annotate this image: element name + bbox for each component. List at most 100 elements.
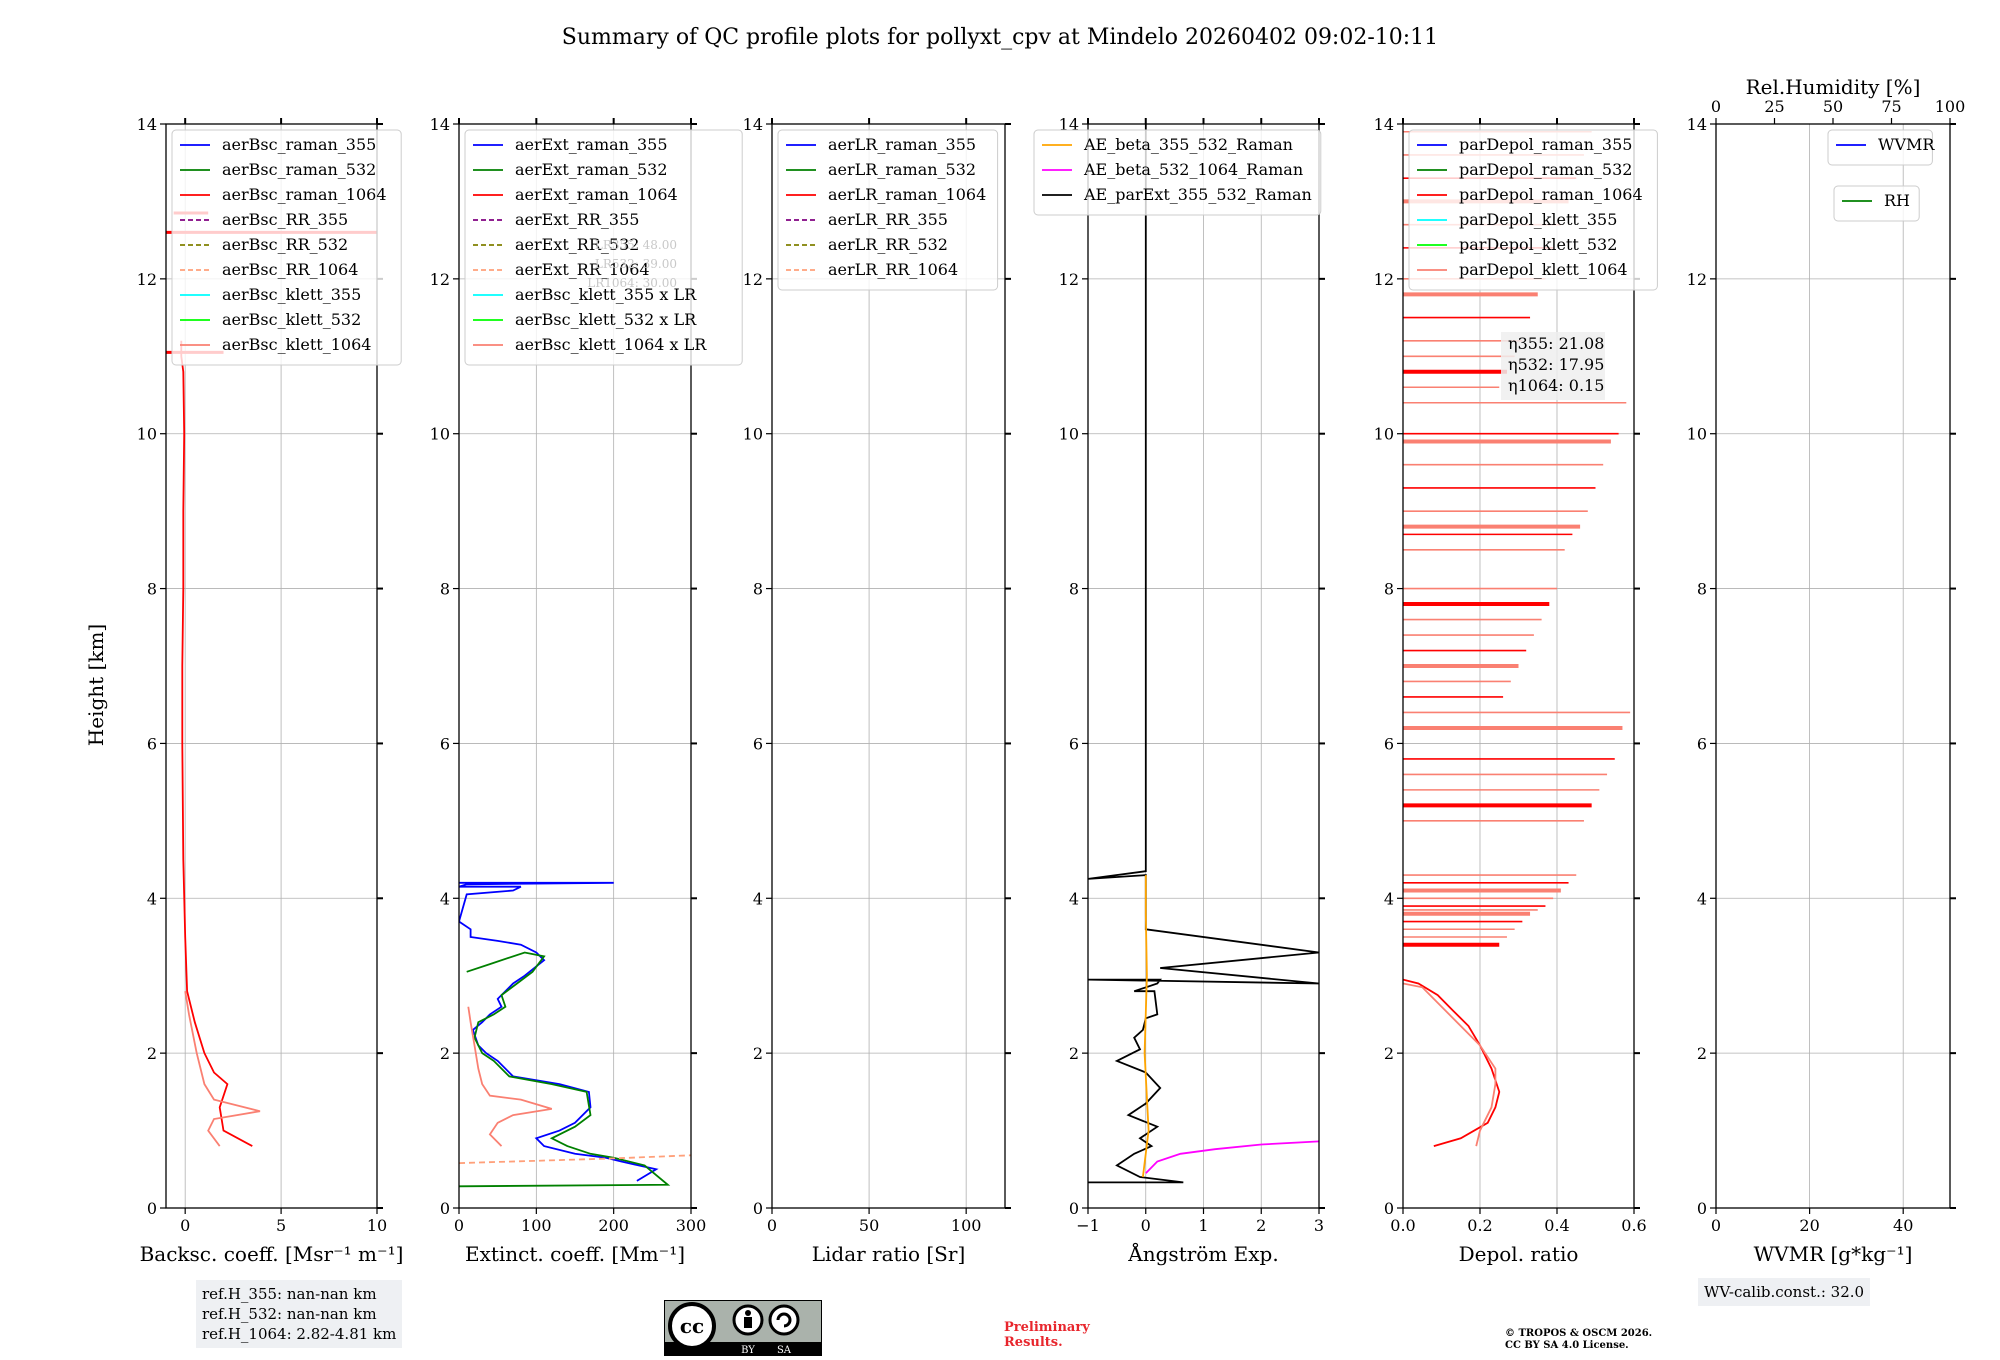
x-tick-label: 200 (598, 1216, 629, 1235)
reference-height-box: ref.H_355: nan-nan km ref.H_532: nan-nan… (196, 1280, 403, 1348)
y-tick-label: 12 (1059, 270, 1079, 289)
cc-by-text: BY (741, 1345, 755, 1356)
legend-rh: RH (1833, 185, 1920, 222)
eta-note: η532: 17.95 (1508, 355, 1604, 374)
y-tick-label: 14 (1374, 115, 1394, 134)
series-line-aerbsc-raman-1064 (180, 340, 253, 1147)
x-tick-label: 300 (676, 1216, 707, 1235)
figure-title: Summary of QC profile plots for pollyxt_… (562, 25, 1438, 50)
x-tick-label: 100 (521, 1216, 552, 1235)
axes-frame-dep (1402, 123, 1635, 1209)
refh-355: ref.H_355: nan-nan km (202, 1285, 377, 1303)
y-tick-label: 8 (1697, 580, 1707, 599)
legend-wv: WVMR (1827, 129, 1935, 166)
y-tick-label: 4 (440, 889, 450, 908)
series-ae (1088, 124, 1319, 1184)
wv-calib-constant: WV-calib.const.: 32.0 (1704, 1283, 1865, 1301)
y-tick-label: 12 (1374, 270, 1394, 289)
legend-label: aerExt_raman_355 (515, 135, 668, 154)
legend-label: aerLR_RR_355 (828, 210, 948, 229)
y-tick-label: 14 (743, 115, 763, 134)
cc-license-badge: cc BY SA (664, 1300, 822, 1356)
legend-label: aerLR_RR_1064 (828, 260, 958, 279)
x-ticks-ae: −1 0 1 2 3 (1076, 118, 1324, 1235)
y-ticks-lr: 0 2 4 6 8 10 12 14 (743, 115, 1011, 1218)
legend-label: aerExt_RR_355 (515, 210, 639, 229)
series-line-aerext-rr-1064 (459, 1154, 691, 1164)
legend-box (171, 129, 402, 366)
y-axis-label: Height [km] (84, 624, 108, 746)
legend-label: aerBsc_klett_355 (222, 285, 361, 304)
legend-label: aerBsc_raman_355 (222, 135, 376, 154)
y-tick-label: 14 (1687, 115, 1707, 134)
y-tick-label: 2 (147, 1044, 157, 1063)
legend-box (464, 129, 743, 366)
x-axis-label-ext: Extinct. coeff. [Mm⁻¹] (465, 1242, 685, 1266)
series-line-aerext-raman-355 (459, 881, 659, 1182)
legend-box (1033, 129, 1322, 216)
y-tick-label: 0 (1069, 1199, 1079, 1218)
y-tick-label: 0 (147, 1199, 157, 1218)
legend-bsc: aerBsc_raman_355 aerBsc_raman_532 aerBsc_r… (171, 129, 402, 366)
axes-frame-wv (1715, 123, 1951, 1209)
legend-box (1408, 129, 1658, 291)
axes-frame-bsc (165, 123, 378, 1209)
y-tick-label: 12 (430, 270, 450, 289)
y-ticks-ext: 0 2 4 6 8 10 12 14 (430, 115, 697, 1218)
x-tick-label: 40 (1893, 1216, 1913, 1235)
y-ticks-ae: 0 2 4 6 8 10 12 14 (1059, 115, 1325, 1218)
legend-ext: aerExt_raman_355 aerExt_raman_532 aerExt_r… (464, 129, 743, 366)
panel-lr: 0 2 4 6 8 10 12 14 0 50 100 Lidar ratio [Sr] aerLR_r… (743, 115, 1011, 1266)
y-tick-label: 10 (430, 425, 450, 444)
x-tick-label: 50 (859, 1216, 879, 1235)
y-tick-label: 6 (753, 734, 763, 753)
rh-tick-label: 75 (1881, 97, 1901, 116)
rh-tick-label: 0 (1711, 97, 1721, 116)
legend-label: parDepol_raman_532 (1459, 160, 1632, 179)
cc-icon (668, 1302, 716, 1350)
y-tick-label: 2 (1384, 1044, 1394, 1063)
y-tick-label: 14 (1059, 115, 1079, 134)
x-ticks-wv: 0 20 40 (1711, 1208, 1913, 1235)
y-tick-label: 2 (440, 1044, 450, 1063)
x-tick-label: 0 (1141, 1216, 1151, 1235)
y-tick-label: 4 (753, 889, 763, 908)
x-ticks-ext: 0 100 200 300 (454, 118, 706, 1235)
x-axis-label-lr: Lidar ratio [Sr] (812, 1242, 966, 1266)
y-tick-label: 4 (1069, 889, 1079, 908)
y-tick-label: 4 (147, 889, 157, 908)
legend-label: WVMR (1878, 135, 1935, 154)
y-tick-label: 8 (440, 580, 450, 599)
legend-label: RH (1884, 191, 1910, 210)
y-tick-label: 0 (440, 1199, 450, 1218)
legend-lr: aerLR_raman_355 aerLR_raman_532 aerLR_rama… (777, 129, 999, 291)
cc-text: cc (680, 1314, 704, 1338)
panel-bsc: 0 2 4 6 8 10 12 14 0 5 10 Backsc. coeff. [Msr⁻¹ m⁻¹… (137, 115, 404, 1266)
eta-note: η355: 21.08 (1508, 334, 1604, 353)
rh-tick-label: 100 (1935, 97, 1966, 116)
y-tick-label: 4 (1384, 889, 1394, 908)
y-tick-label: 14 (430, 115, 450, 134)
series-line-pardepol-klett-1064 (1403, 982, 1497, 1147)
y-tick-label: 8 (753, 580, 763, 599)
y-tick-label: 6 (1384, 734, 1394, 753)
series-line-aerext-raman-532 (459, 951, 671, 1188)
refh-1064: ref.H_1064: 2.82-4.81 km (202, 1325, 397, 1343)
legend-label: AE_parExt_355_532_Raman (1083, 185, 1312, 204)
y-tick-label: 6 (1069, 734, 1079, 753)
series-line-ae-beta-532-1064-raman (1145, 1140, 1319, 1174)
eta-notes: η355: 21.08 η532: 17.95 η1064: 0.15 (1501, 332, 1605, 400)
legend-label: aerBsc_raman_1064 (222, 185, 387, 204)
axes-frame-lr (771, 123, 1006, 1209)
x-ticks-bsc: 0 5 10 (180, 118, 387, 1235)
series-dep (1403, 130, 1631, 1147)
x-tick-label: 2 (1256, 1216, 1266, 1235)
legend-label: aerBsc_RR_355 (222, 210, 348, 229)
legend-label: aerLR_raman_1064 (828, 185, 986, 204)
x-tick-label: 0 (180, 1216, 190, 1235)
gridlines-ae (1087, 124, 1320, 1208)
legend-label: parDepol_klett_532 (1459, 235, 1617, 254)
